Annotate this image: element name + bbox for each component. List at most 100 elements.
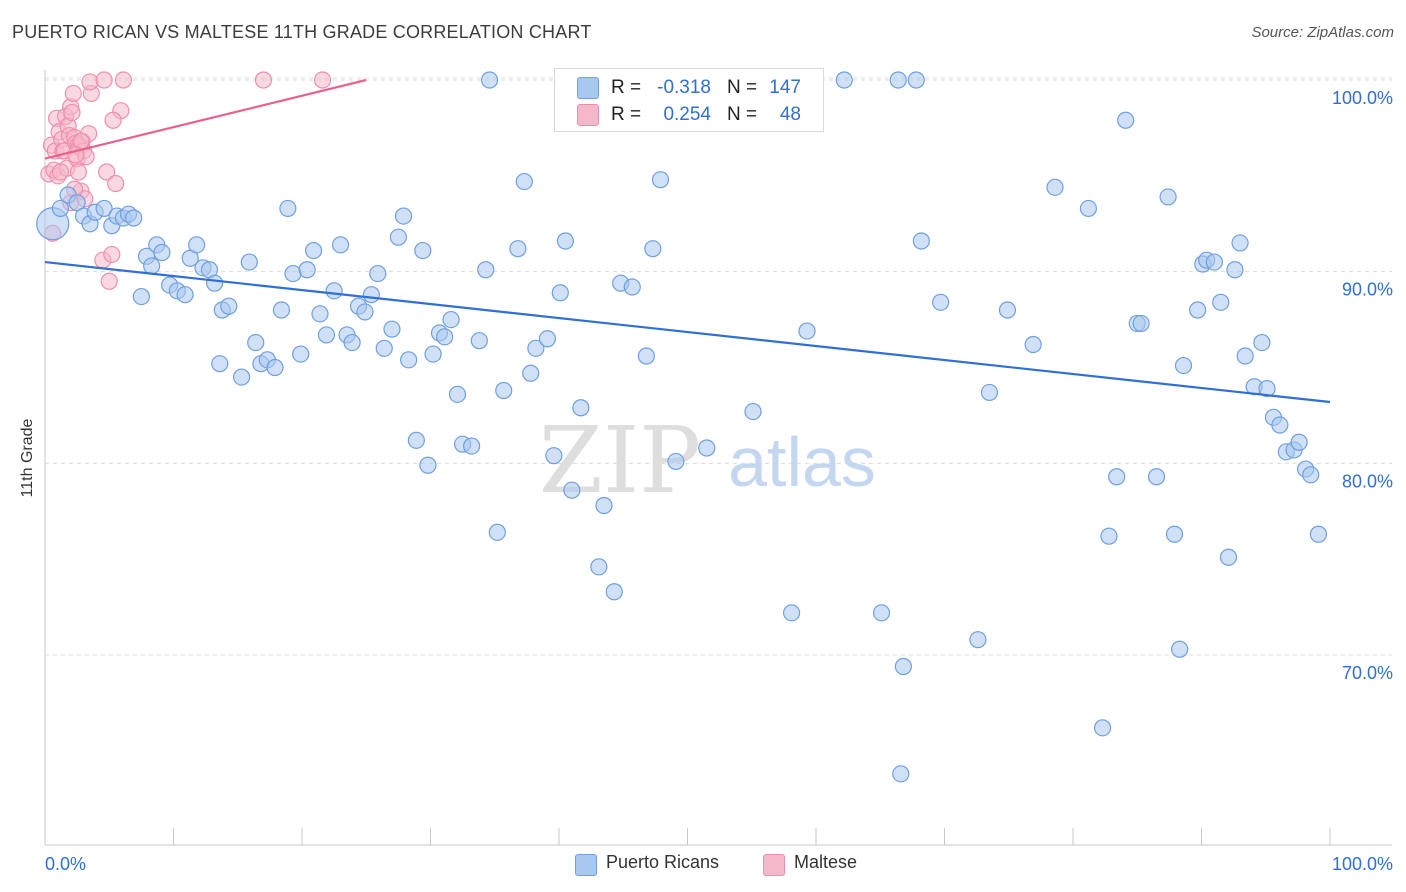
puerto-rican-trend-line [44,260,1331,404]
maltese-trend-line [44,78,367,160]
puerto-rican-point [143,257,161,275]
maltese-point [81,73,99,91]
maltese-point [103,245,121,264]
puerto-rican-point [1302,466,1320,484]
puerto-rican-point [1205,253,1223,271]
chart-source: Source: ZipAtlas.com [1251,24,1394,41]
y-tick-label: 70.0% [1342,663,1393,683]
puerto-rican-point [1189,301,1207,319]
y-tick-label: 90.0% [1342,280,1393,300]
puerto-rican-point [563,481,581,499]
puerto-rican-point [369,264,387,283]
puerto-rican-point [343,333,361,352]
puerto-rican-point [1219,548,1238,566]
correlation-legend: R = -0.318 N = 147 R = 0.254 N = 48 [554,68,824,132]
puerto-rican-point [284,264,302,283]
puerto-rican-point [389,228,407,246]
maltese-point [95,71,113,89]
puerto-rican-point [279,199,297,218]
puerto-rican-point [1046,178,1064,196]
puerto-rican-point [538,330,557,348]
puerto-rican-point [698,439,716,457]
puerto-rican-point [481,71,499,89]
legend-n-value: 48 [779,104,801,125]
puerto-rican-point [125,209,143,227]
puerto-rican-point [1147,468,1166,486]
maltese-point [63,103,81,122]
legend-r-value: 0.254 [663,104,711,125]
puerto-rican-point [272,301,291,319]
puerto-rican-point [1159,188,1177,206]
puerto-rican-point [892,765,910,783]
puerto-rican-point [304,241,323,260]
puerto-rican-point [95,199,113,218]
puerto-rican-point [1132,314,1150,333]
puerto-rican-point [311,305,329,323]
puerto-rican-point [527,339,545,357]
puerto-rican-point [545,447,563,465]
puerto-rican-point [1117,111,1135,129]
puerto-rican-point [1212,293,1230,311]
puerto-rican-point [932,293,950,311]
puerto-rican-point [317,326,336,344]
puerto-rican-point [448,385,467,403]
puerto-rican-point [436,328,454,346]
puerto-rican-point [1165,525,1184,543]
maltese-point [107,174,125,193]
puerto-rican-point [414,241,432,260]
maltese-point [51,163,70,181]
puerto-rican-point [1171,640,1189,658]
x-tick-label-start: 0.0% [45,854,86,874]
puerto-rican-point [424,345,442,363]
puerto-rican-point [872,604,891,622]
puerto-rican-point [798,322,816,340]
maltese-point [69,163,88,181]
legend-row-puerto-ricans: R = -0.318 N = 147 [555,75,823,101]
puerto-rican-point [912,232,930,250]
legend-n-value: 147 [769,77,801,98]
maltese-point [98,163,116,181]
maltese-point [114,71,132,89]
puerto-rican-point [980,383,999,402]
puerto-rican-point [362,286,380,304]
puerto-rican-point [407,431,425,449]
puerto-rican-point [744,402,762,421]
bottom-legend-swatch-blue [575,854,597,876]
puerto-rican-point [1100,527,1118,545]
puerto-rican-point [292,345,310,363]
legend-row-maltese: R = 0.254 N = 48 [555,102,823,128]
maltese-point [254,71,273,89]
puerto-rican-point [394,207,413,225]
puerto-rican-point [477,261,495,279]
legend-n-label: N = [727,104,758,125]
puerto-rican-point [442,310,460,329]
bottom-legend-label: Maltese [794,852,858,872]
puerto-rican-point [623,278,641,296]
puerto-rican-point [637,347,655,365]
puerto-rican-point [551,284,569,302]
puerto-rican-point [515,172,533,191]
x-tick-label-end: 100.0% [1332,854,1393,874]
puerto-rican-point [240,253,258,271]
maltese-point [104,111,122,129]
puerto-rican-point [651,171,670,189]
puerto-rican-point [889,71,907,89]
puerto-rican-point [1108,468,1126,486]
puerto-rican-point [907,71,925,89]
puerto-rican-point [1174,356,1193,375]
puerto-rican-point [1271,416,1289,434]
puerto-rican-point [266,358,284,377]
puerto-rican-point [1290,433,1308,451]
puerto-rican-point [247,333,265,352]
puerto-rican-point [522,364,540,382]
puerto-rican-point [153,243,171,262]
watermark-atlas: atlas [728,423,876,501]
chart-title: PUERTO RICAN VS MALTESE 11TH GRADE CORRE… [12,22,592,42]
bottom-legend-label: Puerto Ricans [606,852,720,872]
puerto-rican-point [1231,234,1249,252]
puerto-rican-point [1253,333,1271,352]
legend-r-label: R = [611,77,642,98]
puerto-rican-point [605,583,623,601]
puerto-rican-point [132,287,150,306]
puerto-rican-point [509,240,527,258]
